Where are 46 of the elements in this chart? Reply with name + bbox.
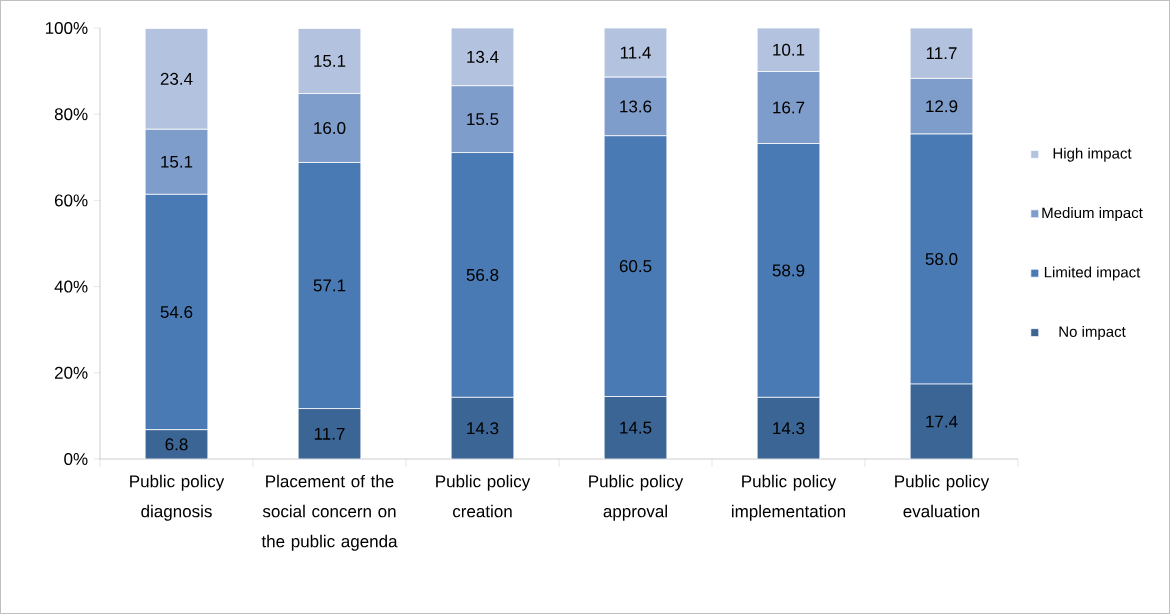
data-label: 10.1: [773, 43, 805, 56]
data-label: 14.3: [773, 422, 805, 435]
bar: [909, 28, 974, 79]
data-label: 56.8: [466, 268, 499, 281]
y-tick-label: 100%: [45, 21, 88, 35]
data-label: 11.7: [926, 47, 957, 60]
data-label: 15.5: [467, 113, 499, 126]
x-tick-label: Placement of the social concern on the public agenda: [261, 474, 398, 551]
data-label: 17.4: [926, 415, 958, 428]
data-label: 14.5: [620, 421, 652, 434]
legend-label: No impact: [1059, 325, 1126, 340]
data-label: 60.5: [619, 260, 652, 273]
x-tick-label: Public policy approval: [589, 474, 684, 521]
data-label: 15.1: [314, 55, 346, 67]
y-tick-label: 40%: [54, 280, 88, 293]
y-tick-label: 0%: [64, 452, 88, 466]
bar: [603, 28, 668, 78]
data-label: 16.7: [773, 101, 805, 114]
data-label: 16.0: [314, 121, 346, 135]
bar: [297, 28, 362, 94]
bar: [756, 28, 821, 72]
data-label: 11.4: [620, 46, 651, 59]
data-label: 14.3: [467, 422, 499, 435]
bar: [450, 28, 515, 87]
y-tick-label: 80%: [54, 108, 88, 121]
data-label: 12.9: [926, 100, 958, 113]
x-tick-label: Public policy evaluation: [895, 474, 990, 518]
data-label: 13.6: [620, 100, 652, 113]
y-tick-label: 60%: [54, 194, 88, 207]
bar: [144, 28, 209, 130]
x-tick-label: Public policy implementation: [732, 474, 846, 521]
x-tick-label: Public policy creation: [436, 474, 531, 518]
legend-label: High impact: [1053, 147, 1132, 162]
x-tick-label: Public policy diagnosis: [130, 474, 225, 521]
data-label: 57.1: [313, 279, 346, 292]
legend-label: Limited impact: [1044, 266, 1141, 281]
data-label: 6.8: [165, 438, 188, 451]
y-tick-label: 20%: [54, 366, 88, 379]
data-label: 54.6: [160, 306, 193, 319]
data-label: 13.4: [467, 50, 499, 63]
data-label: 23.4: [160, 72, 193, 85]
data-label: 15.1: [161, 155, 193, 168]
data-label: 58.0: [925, 252, 958, 266]
data-label: 11.7: [314, 427, 345, 440]
data-label: 58.9: [772, 264, 805, 277]
legend-label: Medium impact: [1042, 207, 1143, 222]
